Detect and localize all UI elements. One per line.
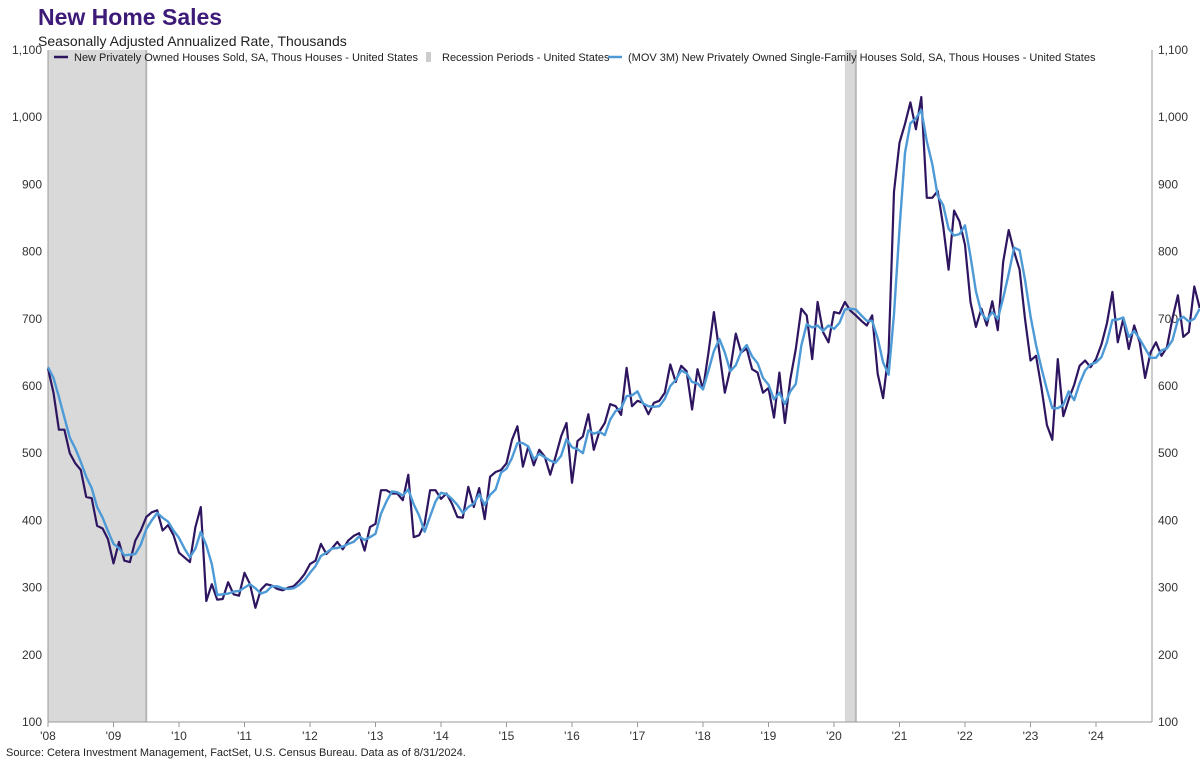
x-tick-label: '24: [1088, 729, 1104, 743]
y-tick-label-left: 600: [22, 379, 42, 393]
y-tick-label-right: 600: [1158, 379, 1178, 393]
chart-title: New Home Sales: [38, 4, 223, 30]
y-tick-label-left: 1,100: [12, 43, 42, 57]
chart-subtitle: Seasonally Adjusted Annualized Rate, Tho…: [38, 33, 347, 49]
x-tick-label: '23: [1023, 729, 1039, 743]
x-tick-label: '17: [630, 729, 646, 743]
x-tick-label: '09: [106, 729, 122, 743]
x-tick-label: '22: [957, 729, 973, 743]
y-tick-label-right: 800: [1158, 245, 1178, 259]
series-lines: [46, 95, 1200, 609]
y-tick-label-left: 800: [22, 245, 42, 259]
legend-item-houses-sold-label: New Privately Owned Houses Sold, SA, Tho…: [74, 52, 419, 64]
y-tick-label-left: 1,000: [12, 110, 42, 124]
y-tick-label-right: 900: [1158, 177, 1178, 191]
legend-item-moving-average-label: (MOV 3M) New Privately Owned Single-Fami…: [628, 52, 1096, 64]
legend: New Privately Owned Houses Sold, SA, Tho…: [54, 52, 1096, 64]
series-line-houses-sold: [46, 95, 1200, 609]
legend-item-recession-swatch: [426, 52, 431, 62]
y-tick-label-left: 200: [22, 648, 42, 662]
x-tick-label: '18: [695, 729, 711, 743]
y-tick-label-left: 700: [22, 312, 42, 326]
x-tick-label: '19: [761, 729, 777, 743]
recession-band: [48, 50, 147, 722]
recession-bands: [48, 50, 857, 722]
x-tick-label: '16: [564, 729, 580, 743]
y-tick-label-right: 200: [1158, 648, 1178, 662]
y-tick-label-left: 900: [22, 177, 42, 191]
x-tick-label: '15: [499, 729, 515, 743]
x-tick-label: '20: [826, 729, 842, 743]
axes: 100 100 200 200 300 300 400 400 500 500 600 600 700 7…: [12, 43, 1188, 743]
y-tick-label-right: 300: [1158, 581, 1178, 595]
x-tick-label: '12: [302, 729, 318, 743]
y-tick-label-right: 500: [1158, 446, 1178, 460]
source-note: Source: Cetera Investment Management, Fa…: [6, 747, 466, 759]
series-line-moving-average: [46, 108, 1200, 597]
x-tick-label: '11: [237, 729, 252, 743]
x-tick-label: '21: [892, 729, 908, 743]
recession-band: [844, 50, 856, 722]
x-tick-label: '14: [433, 729, 449, 743]
y-tick-label-right: 1,100: [1158, 43, 1188, 57]
y-tick-label-right: 100: [1158, 715, 1178, 729]
y-tick-label-left: 300: [22, 581, 42, 595]
y-tick-label-right: 1,000: [1158, 110, 1188, 124]
x-tick-label: '10: [171, 729, 187, 743]
y-tick-label-right: 400: [1158, 513, 1178, 527]
y-tick-label-left: 500: [22, 446, 42, 460]
x-tick-label: '13: [368, 729, 384, 743]
x-tick-label: '08: [40, 729, 56, 743]
y-tick-label-left: 100: [22, 715, 42, 729]
legend-item-recession-label: Recession Periods - United States: [442, 52, 610, 64]
y-tick-label-left: 400: [22, 513, 42, 527]
y-tick-label-right: 700: [1158, 312, 1178, 326]
